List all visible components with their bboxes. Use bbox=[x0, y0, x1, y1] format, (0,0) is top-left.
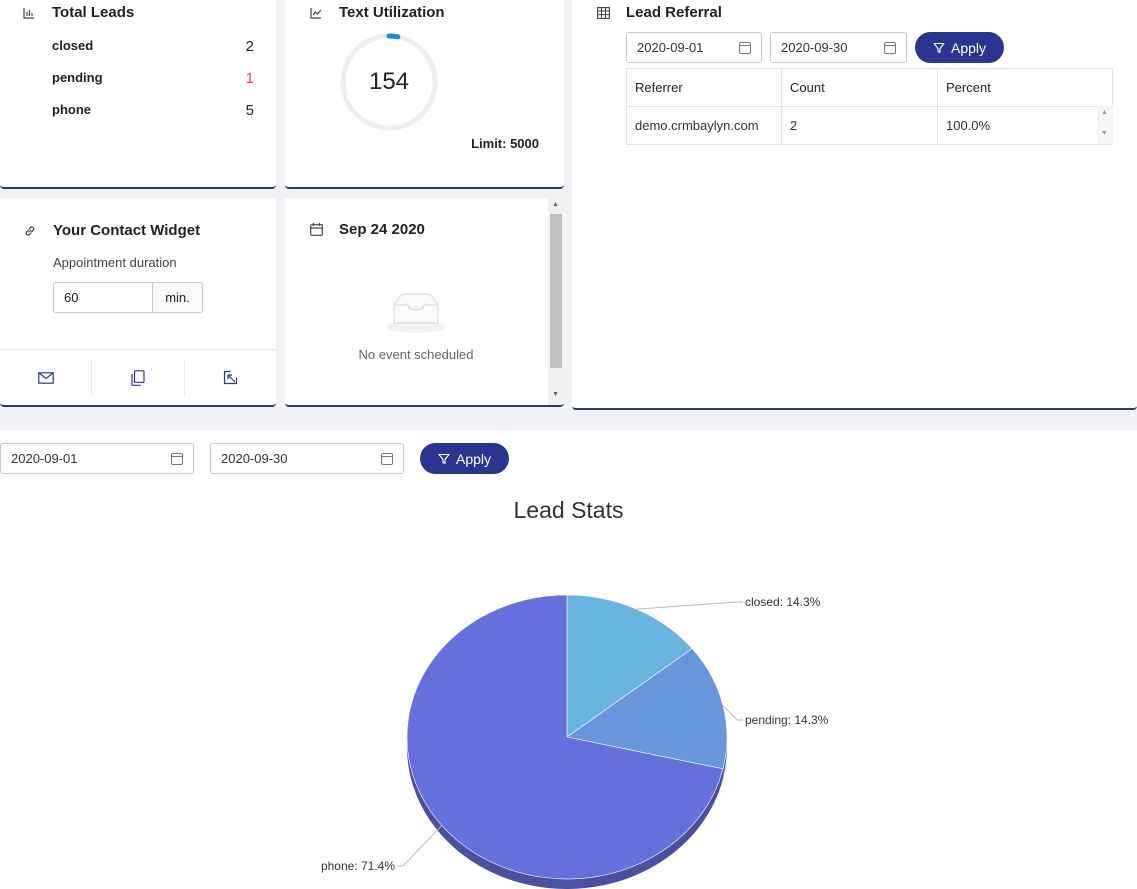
lead-label: pending bbox=[52, 70, 103, 85]
contact-widget-title: Your Contact Widget bbox=[23, 222, 200, 239]
calendar-title: Sep 24 2020 bbox=[309, 221, 425, 238]
lead-label: closed bbox=[52, 38, 94, 53]
column-header-percent[interactable]: Percent bbox=[937, 68, 1113, 107]
pie-leader-line-closed bbox=[636, 601, 743, 610]
total-leads-title: Total Leads bbox=[22, 4, 134, 21]
chart-title: Lead Stats bbox=[513, 497, 624, 523]
pie-leader-line-pending bbox=[722, 705, 743, 721]
contact-widget-card: Your Contact Widget Appointment duration… bbox=[0, 198, 276, 407]
lead-referral-title-text: Lead Referral bbox=[626, 4, 722, 21]
pie-slice-side-pending bbox=[722, 737, 727, 779]
bar-chart-icon bbox=[22, 6, 36, 20]
pie-label-pending: pending: 14.3% bbox=[745, 713, 829, 727]
email-widget-button[interactable] bbox=[0, 350, 91, 405]
date-to-value: 2020-09-30 bbox=[781, 40, 848, 55]
lead-row-closed: closed 2 bbox=[52, 38, 254, 55]
lead-referral-title: Lead Referral bbox=[596, 4, 722, 21]
duration-input[interactable]: 60 bbox=[53, 282, 153, 313]
lead-stats-pie-chart: closed: 14.3% pending: 14.3% phone: 71.4% bbox=[321, 594, 829, 889]
column-header-referrer[interactable]: Referrer bbox=[626, 68, 782, 107]
stats-apply-button[interactable]: Apply bbox=[420, 443, 509, 474]
referral-apply-button[interactable]: Apply bbox=[915, 32, 1004, 63]
stats-date-from[interactable]: 2020-09-01 bbox=[0, 443, 194, 474]
calendar-icon bbox=[171, 452, 183, 465]
lead-count: 1 bbox=[245, 70, 254, 87]
apply-label: Apply bbox=[950, 39, 987, 56]
scroll-up-arrow[interactable]: ▲ bbox=[1101, 109, 1108, 116]
contact-widget-title-text: Your Contact Widget bbox=[53, 222, 201, 239]
calendar-icon bbox=[309, 223, 323, 237]
referral-table: Referrer Count Percent demo.crmbaylyn.co… bbox=[626, 68, 1113, 145]
cell-referrer: demo.crmbaylyn.com bbox=[626, 106, 782, 145]
lead-count: 2 bbox=[245, 38, 254, 55]
duration-unit: min. bbox=[153, 282, 203, 313]
total-leads-card: Total Leads closed 2 pending 1 phone 5 bbox=[0, 0, 276, 189]
date-from-value: 2020-09-01 bbox=[637, 40, 704, 55]
text-utilization-card: Text Utilization 154 Limit: 5000 bbox=[285, 0, 564, 189]
external-link-icon bbox=[223, 370, 237, 385]
lead-count: 5 bbox=[245, 102, 254, 119]
total-leads-title-text: Total Leads bbox=[52, 4, 135, 21]
table-scrollbar[interactable]: ▲ ▼ bbox=[1097, 106, 1113, 144]
duration-input-group: 60 min. bbox=[53, 282, 203, 313]
table-icon bbox=[596, 6, 610, 20]
scroll-up-arrow[interactable]: ▲ bbox=[552, 201, 559, 208]
text-utilization-title: Text Utilization bbox=[309, 4, 445, 21]
utilization-value: 154 bbox=[368, 68, 410, 95]
table-row: demo.crmbaylyn.com 2 100.0% bbox=[626, 106, 1113, 145]
no-event-text: No event scheduled bbox=[358, 347, 474, 362]
column-header-count[interactable]: Count bbox=[781, 68, 938, 107]
cell-count: 2 bbox=[781, 106, 938, 145]
calendar-icon bbox=[739, 41, 751, 54]
table-header-row: Referrer Count Percent bbox=[626, 68, 1113, 107]
filter-icon bbox=[933, 42, 945, 53]
stats-date-to[interactable]: 2020-09-30 bbox=[210, 443, 404, 474]
date-from-value: 2020-09-01 bbox=[11, 451, 78, 466]
scrollbar-thumb[interactable] bbox=[550, 214, 562, 368]
cell-percent: 100.0% bbox=[937, 106, 1113, 145]
pie-slice-phone[interactable] bbox=[406, 594, 724, 880]
lead-row-pending: pending 1 bbox=[52, 70, 254, 87]
pie-slice-pending[interactable] bbox=[566, 648, 728, 770]
pie-leader-line-phone bbox=[397, 825, 443, 867]
calendar-scrollbar[interactable]: ▲ ▼ bbox=[548, 198, 564, 405]
pie-label-phone: phone: 71.4% bbox=[321, 859, 395, 873]
date-to-value: 2020-09-30 bbox=[221, 451, 288, 466]
text-utilization-title-text: Text Utilization bbox=[339, 4, 445, 21]
apply-label: Apply bbox=[455, 450, 492, 467]
empty-inbox-icon bbox=[386, 293, 446, 333]
referral-date-from[interactable]: 2020-09-01 bbox=[626, 32, 762, 63]
calendar-date-text: Sep 24 2020 bbox=[339, 221, 425, 238]
utilization-limit: Limit: 5000 bbox=[471, 136, 539, 151]
appointment-duration-label: Appointment duration bbox=[53, 255, 177, 270]
utilization-gauge bbox=[340, 33, 438, 131]
lead-referral-card: Lead Referral 2020-09-01 2020-09-30 Appl… bbox=[572, 0, 1137, 410]
calendar-icon bbox=[381, 452, 393, 465]
pie-label-closed: closed: 14.3% bbox=[745, 595, 821, 609]
scroll-down-arrow[interactable]: ▼ bbox=[1101, 130, 1108, 137]
contact-widget-actions bbox=[0, 349, 276, 405]
lead-stats-section: 2020-09-01 2020-09-30 Apply Lead Stats c… bbox=[0, 430, 1137, 889]
copy-icon bbox=[131, 369, 145, 386]
line-chart-icon bbox=[309, 6, 323, 20]
link-icon bbox=[23, 224, 37, 238]
calendar-icon bbox=[884, 41, 896, 54]
lead-row-phone: phone 5 bbox=[52, 102, 254, 119]
referral-date-to[interactable]: 2020-09-30 bbox=[770, 32, 907, 63]
mail-icon bbox=[37, 371, 54, 384]
calendar-card: Sep 24 2020 No event scheduled ▲ ▼ bbox=[285, 198, 564, 407]
filter-icon bbox=[438, 453, 450, 464]
lead-label: phone bbox=[52, 102, 91, 117]
copy-widget-button[interactable] bbox=[91, 360, 183, 395]
scroll-down-arrow[interactable]: ▼ bbox=[552, 391, 559, 398]
open-widget-button[interactable] bbox=[183, 360, 276, 395]
